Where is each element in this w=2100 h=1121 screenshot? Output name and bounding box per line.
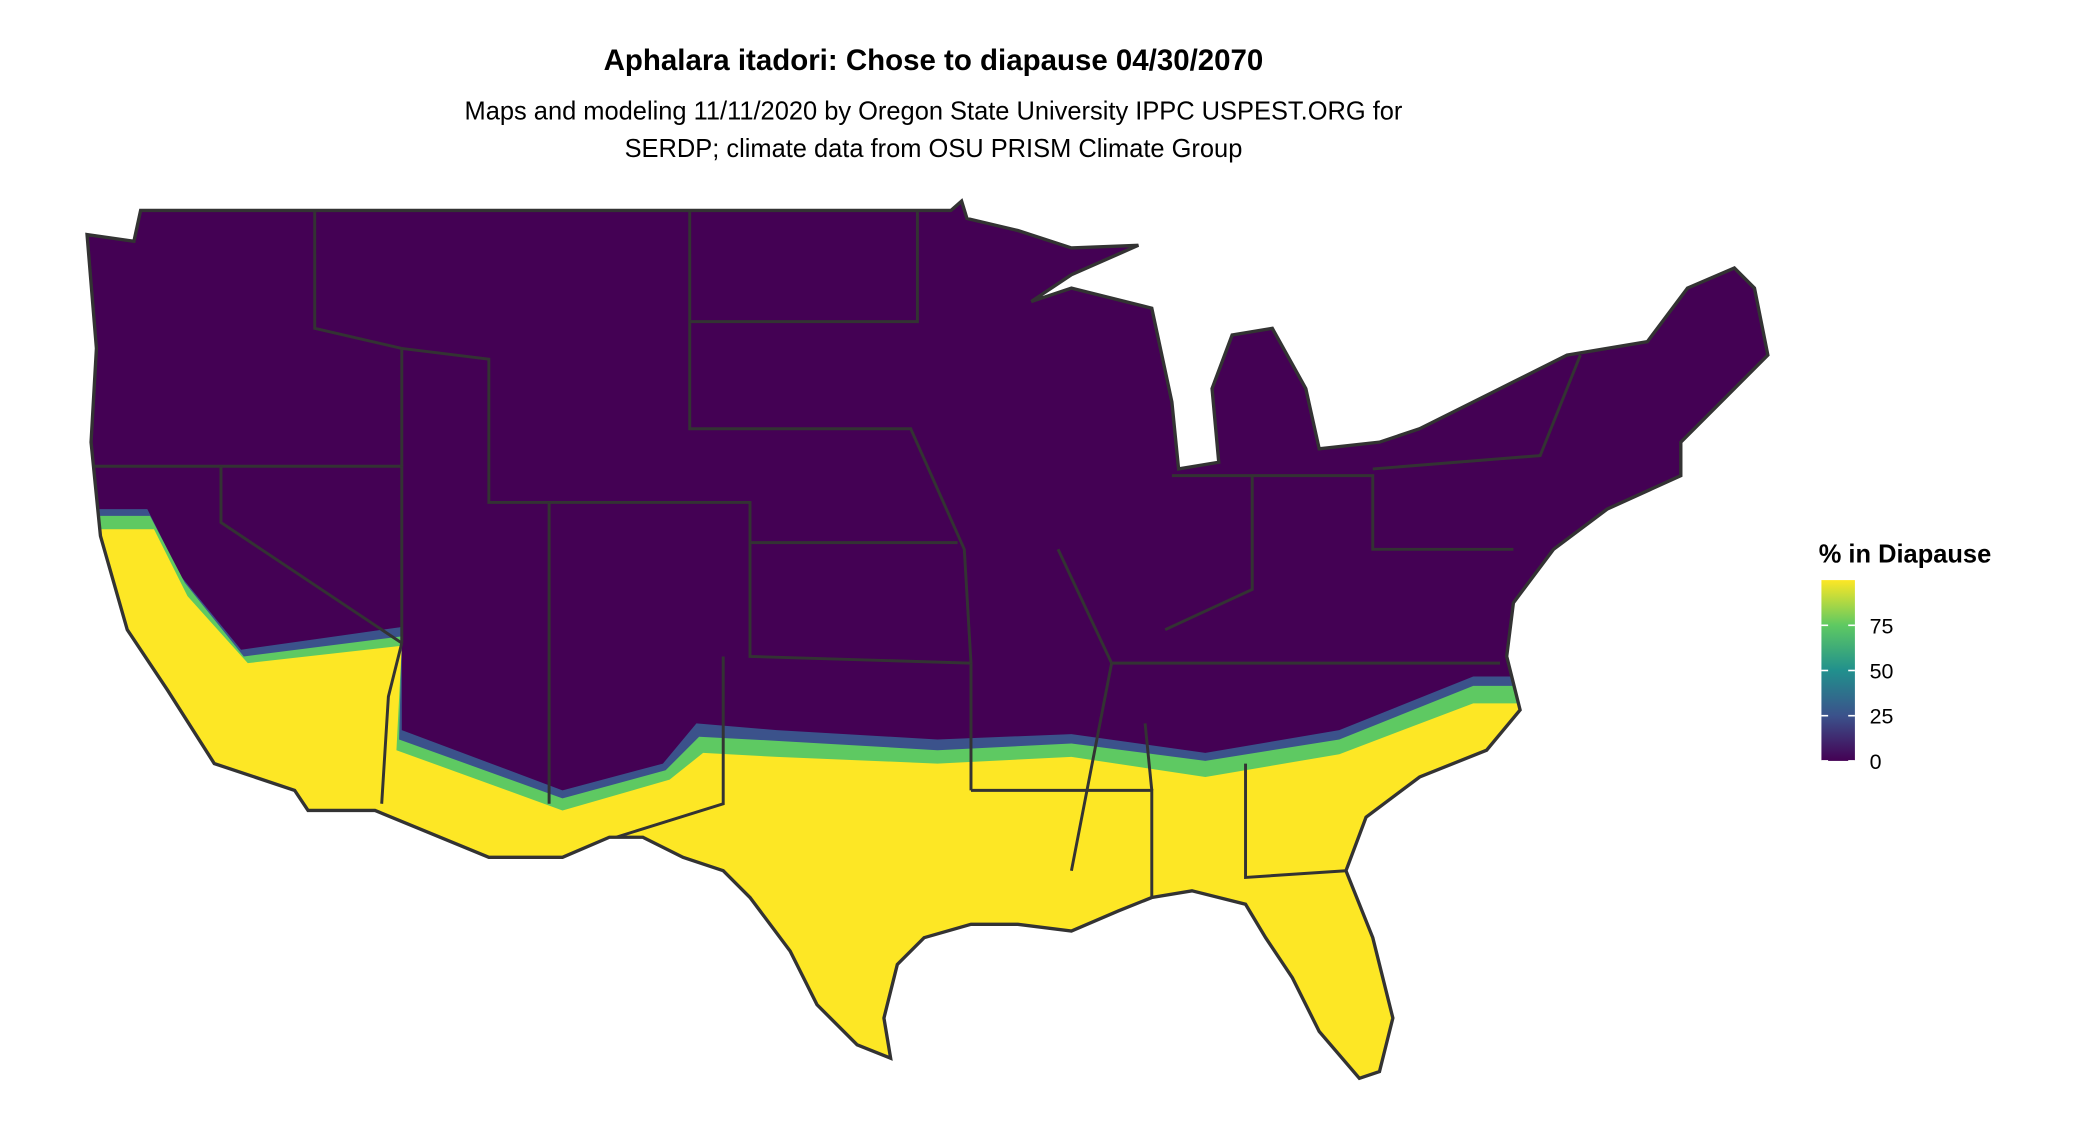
legend-tick-label: 0 bbox=[1870, 750, 1882, 774]
map-subtitle: SERDP; climate data from OSU PRISM Clima… bbox=[625, 135, 1243, 163]
map-title: Aphalara itadori: Chose to diapause 04/3… bbox=[604, 44, 1264, 77]
legend-title: % in Diapause bbox=[1819, 541, 1991, 569]
map-subtitle: Maps and modeling 11/11/2020 by Oregon S… bbox=[465, 97, 1403, 125]
legend-tick-label: 25 bbox=[1870, 705, 1894, 729]
legend-ticks: 0 25 50 75 bbox=[1821, 614, 1894, 774]
state-borders bbox=[91, 210, 1582, 898]
legend-tick-label: 50 bbox=[1870, 660, 1894, 684]
legend-tick-label: 75 bbox=[1870, 614, 1894, 638]
